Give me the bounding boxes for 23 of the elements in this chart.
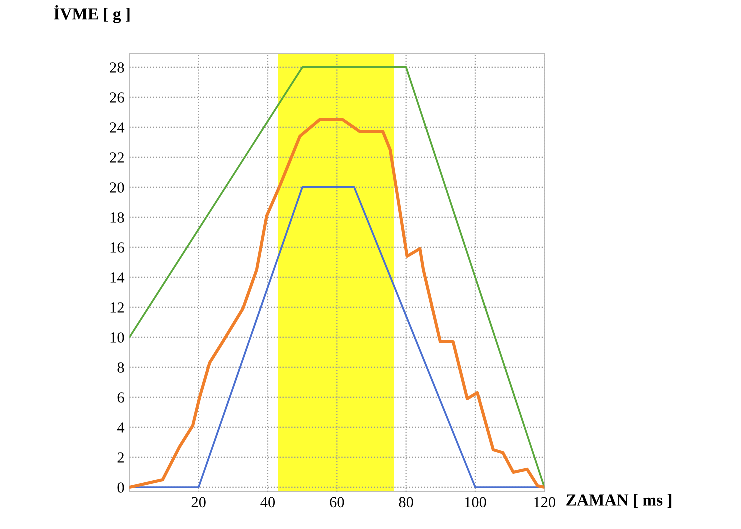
x-tick-label: 80 [399, 497, 414, 508]
y-tick-label: 12 [110, 302, 124, 313]
y-tick-label: 24 [110, 122, 125, 133]
x-tick-label: 120 [534, 497, 556, 508]
x-tick-label: 100 [465, 497, 486, 508]
y-tick-label: 18 [110, 212, 124, 223]
y-axis-title: İVME [ g ] [54, 5, 130, 24]
y-tick-label: 26 [110, 92, 124, 103]
y-tick-label: 20 [110, 182, 124, 193]
y-tick-label: 8 [118, 362, 124, 373]
x-tick-label: 20 [192, 497, 206, 508]
x-tick-label: 40 [260, 497, 276, 508]
x-axis-title: ZAMAN [ ms ] [566, 494, 672, 508]
y-tick-label: 2 [118, 452, 124, 463]
y-tick-label: 0 [118, 482, 124, 493]
x-tick-label: 60 [330, 497, 344, 508]
y-tick-label: 14 [110, 272, 125, 283]
y-tick-label: 6 [118, 392, 124, 403]
y-tick-label: 16 [110, 242, 124, 253]
y-tick-label: 22 [110, 152, 124, 163]
y-tick-label: 10 [110, 332, 124, 343]
y-tick-label: 4 [117, 422, 125, 433]
y-tick-label: 28 [110, 62, 124, 73]
